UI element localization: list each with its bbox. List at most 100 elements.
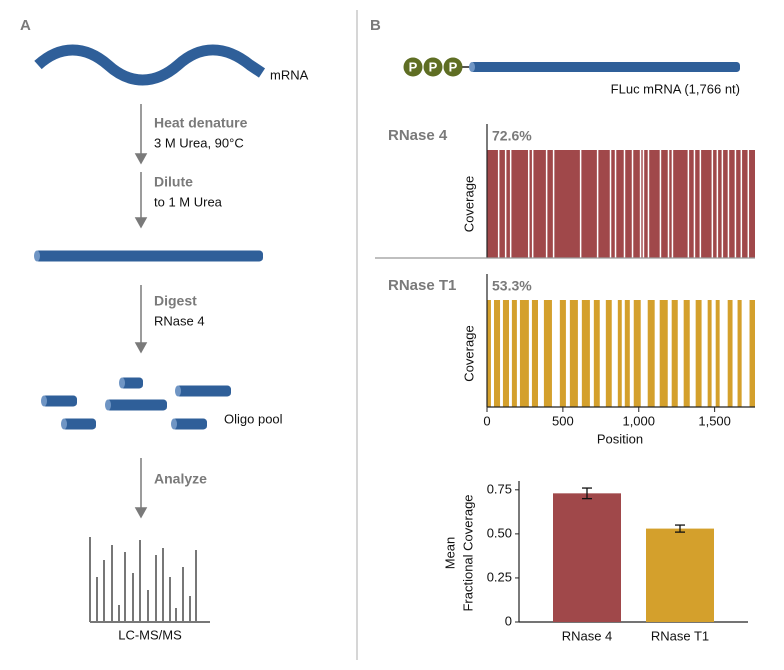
rna-end [61,418,67,430]
coverage-gap [719,300,728,407]
coverage-gap [711,150,714,258]
coverage-gap [654,300,660,407]
coverage-gap [531,150,534,258]
rna-end [34,250,40,262]
coverage-gap [687,150,690,258]
phosphate-label: P [409,59,418,74]
rna-rod [176,385,231,397]
coverage-gap [642,150,645,258]
coverage-gap [500,300,503,407]
y-axis-label: Mean [442,537,457,570]
coverage-gap [699,150,702,258]
step-title: Analyze [154,471,207,487]
coverage-gap [659,150,662,258]
step-detail: to 1 M Urea [154,194,223,209]
coverage-gap [721,150,724,258]
coverage-gap [740,150,743,258]
x-axis-label: Position [597,431,643,446]
coverage-gap [741,300,750,407]
coverage-gap [621,300,625,407]
error-bar [582,487,592,500]
coverage-gap [716,150,719,258]
error-bar [675,524,685,533]
oligo-label: Oligo pool [224,411,283,426]
rna-end [171,418,177,430]
coverage-gap [609,150,612,258]
y-axis-label: Fractional Coverage [460,494,475,611]
coverage-gap [667,150,670,258]
coverage-gap [611,300,618,407]
coverage-gap [490,300,494,407]
coverage-gap [614,150,617,258]
bar [553,493,621,622]
rna-rod [106,399,167,411]
coverage-gap [647,150,650,258]
coverage-label: 53.3% [492,278,532,294]
coverage-gap [589,300,594,407]
rna-rod [62,418,96,430]
rna-rod [42,395,77,407]
coverage-gap [527,150,530,258]
rna-end [119,377,125,389]
coverage-gap [577,300,582,407]
rna-end [41,395,47,407]
rna-end [175,385,181,397]
coverage-gap [528,300,532,407]
coverage-gap [509,150,512,258]
step-detail: RNase 4 [154,313,205,328]
coverage-gap [677,300,684,407]
coverage-gap [667,300,672,407]
y-tick-label: 0 [505,613,512,628]
coverage-gap [623,150,626,258]
coverage-gap [537,300,544,407]
coverage-gap [545,150,548,258]
rna-end [469,62,475,72]
coverage-gap [734,150,737,258]
x-tick-label: 0 [483,413,490,428]
mrna-label: mRNA [270,67,309,82]
step-title: Digest [154,293,197,309]
bar [646,528,714,622]
coverage-gap [711,300,716,407]
coverage-gap [552,150,555,258]
coverage-gap [701,300,708,407]
panel-label: A [20,17,31,34]
x-tick-label: 1,000 [622,413,655,428]
x-tick-label: RNase T1 [651,628,709,643]
coverage-gap [629,300,634,407]
step-title: Dilute [154,174,193,190]
coverage-gap [596,150,599,258]
phosphate-label: P [429,59,438,74]
panel-label: B [370,17,381,34]
x-tick-label: 1,500 [698,413,731,428]
coverage-gap [579,150,582,258]
coverage-band [487,150,755,258]
spectrum [89,537,210,623]
y-axis-label: Coverage [461,176,476,232]
coverage-gap [497,150,500,258]
coverage-gap [671,150,674,258]
coverage-gap [640,300,648,407]
rna-rod [120,377,143,389]
mrna-wave [34,44,266,86]
coverage-gap [732,300,738,407]
phosphate-label: P [449,59,458,74]
x-tick-label: 500 [552,413,574,428]
step-detail: 3 M Urea, 90°C [154,135,244,150]
coverage-gap [565,300,570,407]
transcript-label: FLuc mRNA (1,766 nt) [611,81,740,96]
coverage-gap [639,150,642,258]
step-title: Heat denature [154,115,248,131]
arrows [134,104,148,519]
phosphate [403,57,423,77]
lcms-label: LC-MS/MS [118,627,182,642]
rna-rod [470,62,740,72]
coverage-gap [631,150,634,258]
coverage-label: 72.6% [492,128,532,144]
coverage-gap [727,150,730,258]
coverage-gap [599,300,606,407]
track-name: RNase T1 [388,277,456,294]
phosphate [443,57,463,77]
track-name: RNase 4 [388,127,448,144]
